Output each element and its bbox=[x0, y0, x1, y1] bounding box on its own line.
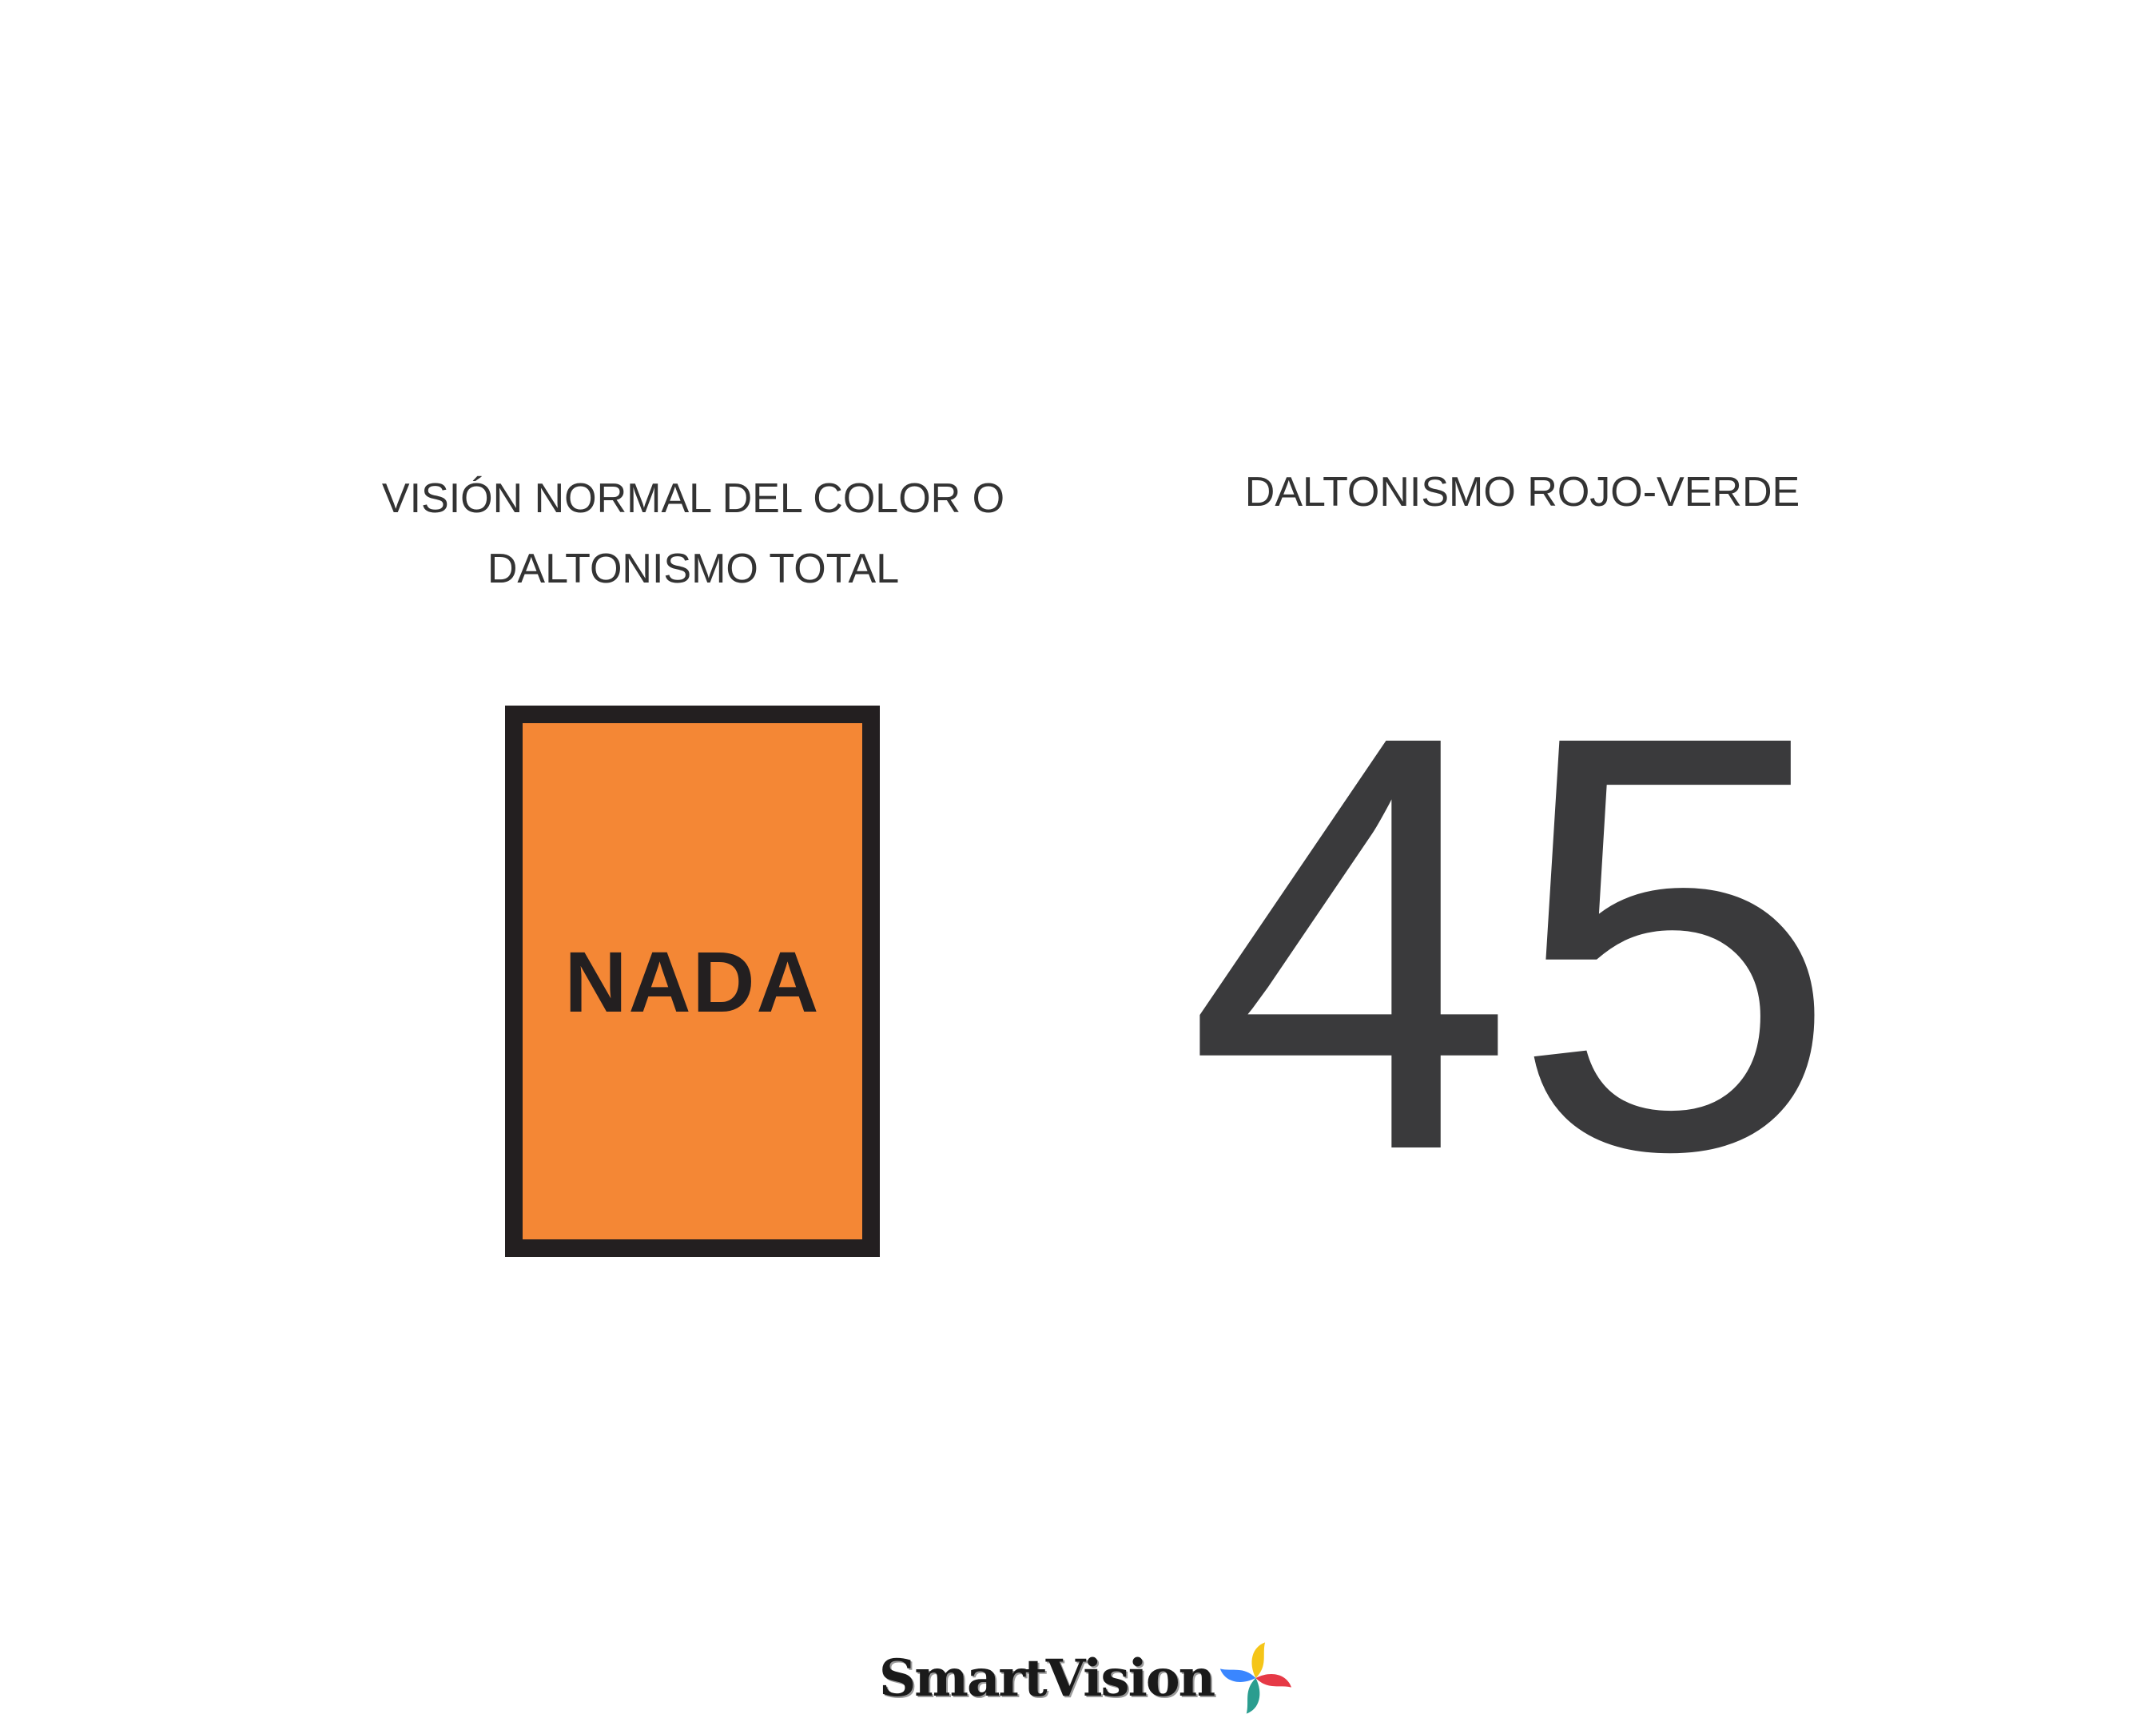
pinwheel-icon bbox=[1219, 1642, 1292, 1714]
smartvision-logo: SmartVision bbox=[879, 1630, 1295, 1726]
test-number: 45 bbox=[1186, 612, 1839, 1273]
pinwheel-blade-yellow bbox=[1251, 1642, 1266, 1678]
pinwheel-blade-green bbox=[1246, 1678, 1260, 1714]
result-box: NADA bbox=[505, 706, 880, 1257]
result-box-label: NADA bbox=[564, 933, 821, 1030]
logo-text: SmartVision bbox=[879, 1648, 1215, 1708]
normal-vision-heading-line1: VISIÓN NORMAL DEL COLOR O bbox=[381, 475, 1005, 522]
normal-vision-heading-line2: DALTONISMO TOTAL bbox=[487, 546, 900, 592]
normal-vision-heading: VISIÓN NORMAL DEL COLOR O DALTONISMO TOT… bbox=[320, 463, 1067, 604]
pinwheel-blade-red bbox=[1255, 1674, 1292, 1688]
red-green-heading: DALTONISMO ROJO-VERDE bbox=[1244, 469, 1800, 515]
pinwheel-blade-blue bbox=[1219, 1668, 1256, 1682]
